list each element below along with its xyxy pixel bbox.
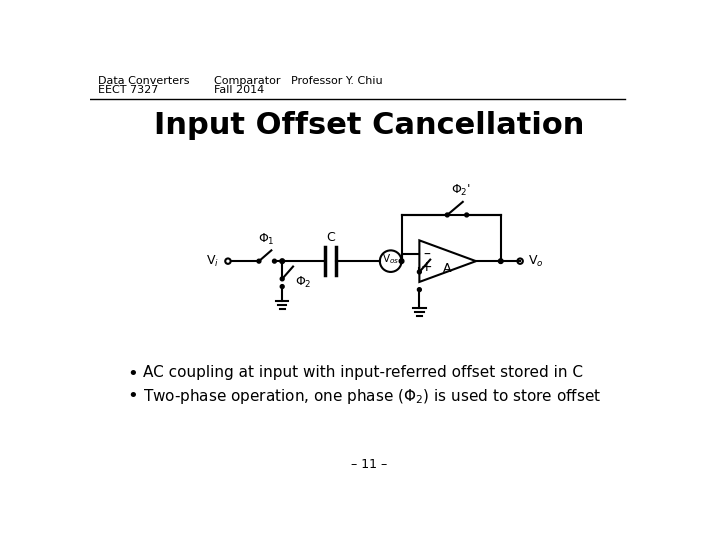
Text: V$_o$: V$_o$	[528, 254, 544, 269]
Text: +: +	[420, 260, 432, 274]
Text: Comparator   Professor Y. Chiu: Comparator Professor Y. Chiu	[214, 76, 382, 86]
Text: EECT 7327: EECT 7327	[98, 85, 158, 95]
Text: $\Phi_2$': $\Phi_2$'	[451, 183, 471, 198]
Text: A: A	[443, 262, 451, 275]
Circle shape	[446, 213, 449, 217]
Circle shape	[464, 213, 469, 217]
Text: Data Converters: Data Converters	[98, 76, 189, 86]
Circle shape	[418, 288, 421, 292]
Text: Fall 2014: Fall 2014	[214, 85, 264, 95]
Circle shape	[280, 259, 284, 264]
Text: Two-phase operation, one phase ($\Phi_2$) is used to store offset: Two-phase operation, one phase ($\Phi_2$…	[143, 387, 602, 406]
Text: –: –	[423, 248, 430, 262]
Text: V$_i$: V$_i$	[206, 254, 219, 269]
Circle shape	[280, 277, 284, 281]
Circle shape	[418, 270, 421, 274]
Circle shape	[280, 285, 284, 288]
Circle shape	[257, 259, 261, 263]
Text: V$_{os}$: V$_{os}$	[382, 252, 400, 266]
Text: $\Phi_2$: $\Phi_2$	[294, 275, 311, 291]
Text: AC coupling at input with input-referred offset stored in C: AC coupling at input with input-referred…	[143, 365, 583, 380]
Circle shape	[399, 259, 404, 264]
Text: $\Phi_1$: $\Phi_1$	[258, 232, 275, 247]
Text: •: •	[127, 387, 138, 404]
Text: – 11 –: – 11 –	[351, 458, 387, 471]
Text: C: C	[326, 231, 335, 244]
Circle shape	[498, 259, 503, 264]
Text: •: •	[127, 365, 138, 383]
Circle shape	[272, 259, 276, 263]
Text: Input Offset Cancellation: Input Offset Cancellation	[154, 111, 584, 140]
